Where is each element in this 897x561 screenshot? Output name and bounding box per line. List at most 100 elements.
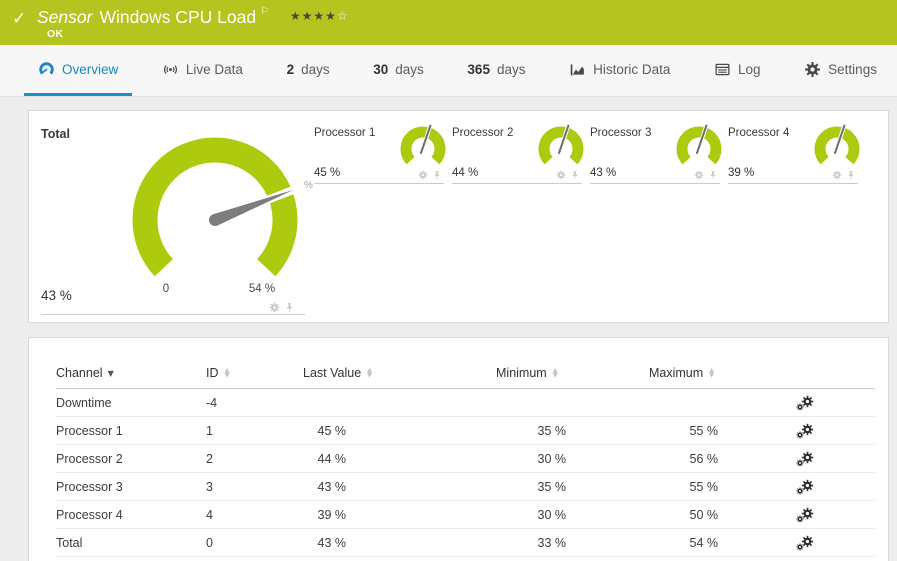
gauge-scale-max: 54 % xyxy=(248,283,276,295)
cell-id: 3 xyxy=(206,479,213,494)
sort-icon: ▲ ▼ xyxy=(709,366,715,379)
chart-icon xyxy=(569,61,586,78)
cell-last-value: 44 % xyxy=(317,451,347,466)
cell-last-value: 45 % xyxy=(317,423,347,438)
tab-settings[interactable]: Settings xyxy=(790,45,891,96)
status-ok-check-icon: ✓ xyxy=(12,9,27,29)
cell-maximum: 50 % xyxy=(689,507,719,522)
gauge-value: 44 % xyxy=(452,167,479,179)
log-icon xyxy=(714,61,731,78)
priority-stars[interactable]: ★★★★☆ xyxy=(290,9,349,23)
cell-channel: Total xyxy=(56,535,83,550)
gauge-actions xyxy=(832,170,856,180)
tab-number: 30 xyxy=(373,61,389,77)
col-header-maximum[interactable]: Maximum ▲ ▼ xyxy=(649,366,715,380)
gauge-chart xyxy=(400,124,446,165)
status-badge: OK xyxy=(47,28,64,40)
channel-settings-icon[interactable] xyxy=(791,507,875,523)
gauge-unit-label: % xyxy=(304,180,313,191)
tab-overview[interactable]: Overview xyxy=(24,45,133,96)
cell-maximum: 54 % xyxy=(689,535,719,550)
channel-settings-icon[interactable] xyxy=(791,451,875,467)
tab-365-days[interactable]: 365 days xyxy=(453,45,539,96)
gear-icon[interactable] xyxy=(556,170,566,180)
gauge-cell-processor-3: Processor 3 43 % xyxy=(590,121,722,184)
pin-icon[interactable] xyxy=(432,170,442,180)
sort-desc-icon: ▼ xyxy=(107,368,114,378)
tab-2-days[interactable]: 2 days xyxy=(273,45,344,96)
cell-id: 1 xyxy=(206,423,213,438)
gauge-chart xyxy=(814,124,860,165)
star-empty: ☆ xyxy=(336,9,349,23)
tab-label: Historic Data xyxy=(593,61,671,77)
flag-icon[interactable]: ⚐ xyxy=(260,6,270,17)
col-header-minimum[interactable]: Minimum ▲ ▼ xyxy=(496,366,558,380)
gauge-value: 39 % xyxy=(728,167,755,179)
gauge-actions xyxy=(418,170,442,180)
cell-minimum: 33 % xyxy=(537,535,567,550)
cell-minimum: 30 % xyxy=(537,507,567,522)
gauge-value-total: 43 % xyxy=(41,288,72,303)
gauge-value: 45 % xyxy=(314,167,341,179)
gear-icon xyxy=(804,61,821,78)
tab-label: Live Data xyxy=(185,61,243,77)
tab-historic-data[interactable]: Historic Data xyxy=(555,45,684,96)
gear-icon[interactable] xyxy=(832,170,842,180)
gauge-title: Processor 4 xyxy=(728,127,790,139)
tab-label: days xyxy=(395,61,424,77)
gauge-chart xyxy=(538,124,584,165)
channels-table: Channel ▼ ID ▲ ▼ Last Value ▲ ▼ Minimum ▲ ▼… xyxy=(56,358,875,557)
col-header-channel[interactable]: Channel ▼ xyxy=(56,366,114,380)
tab-label: days xyxy=(301,61,330,77)
gauge-title: Processor 1 xyxy=(314,127,376,139)
pin-icon[interactable] xyxy=(284,302,295,313)
gauge-actions xyxy=(694,170,718,180)
channel-settings-icon[interactable] xyxy=(791,535,875,551)
pin-icon[interactable] xyxy=(708,170,718,180)
pin-icon[interactable] xyxy=(846,170,856,180)
gauge-cell-processor-2: Processor 2 44 % xyxy=(452,121,584,184)
tab-30-days[interactable]: 30 days xyxy=(359,45,438,96)
cell-minimum: 30 % xyxy=(537,451,567,466)
cell-maximum: 55 % xyxy=(689,423,719,438)
gauge-chart xyxy=(676,124,722,165)
table-row-total[interactable]: Total 0 43 % 33 % 54 % xyxy=(56,529,875,557)
tab-live-data[interactable]: Live Data xyxy=(148,45,257,96)
table-row-downtime[interactable]: Downtime -4 xyxy=(56,389,875,417)
gear-icon[interactable] xyxy=(694,170,704,180)
channel-settings-icon[interactable] xyxy=(791,395,875,411)
channel-settings-icon[interactable] xyxy=(791,423,875,439)
table-header-row: Channel ▼ ID ▲ ▼ Last Value ▲ ▼ Minimum ▲ ▼… xyxy=(56,358,875,389)
cell-minimum: 35 % xyxy=(537,479,567,494)
sort-icon: ▲ ▼ xyxy=(224,366,230,379)
gauge-title-total: Total xyxy=(41,127,70,141)
gear-icon[interactable] xyxy=(418,170,428,180)
col-header-id[interactable]: ID ▲ ▼ xyxy=(206,366,230,380)
cell-last-value: 43 % xyxy=(317,479,347,494)
gauge-title: Processor 3 xyxy=(590,127,652,139)
cell-maximum: 56 % xyxy=(689,451,719,466)
tab-label: Log xyxy=(738,61,761,77)
tab-log[interactable]: Log xyxy=(700,45,775,96)
tab-label: Overview xyxy=(62,61,119,77)
table-row-processor-1[interactable]: Processor 1 1 45 % 35 % 55 % xyxy=(56,417,875,445)
table-row-processor-2[interactable]: Processor 2 2 44 % 30 % 56 % xyxy=(56,445,875,473)
cell-id: 0 xyxy=(206,535,213,550)
gear-icon[interactable] xyxy=(269,302,280,313)
total-cell-divider xyxy=(41,314,305,315)
gauge-icon xyxy=(38,61,55,78)
tab-label: days xyxy=(496,61,526,77)
tab-number: 365 xyxy=(467,61,490,77)
object-kind-label: Sensor xyxy=(37,7,93,27)
gauge-scale-min: 0 xyxy=(162,283,170,295)
cell-channel: Processor 2 xyxy=(56,451,123,466)
pin-icon[interactable] xyxy=(570,170,580,180)
col-header-last-value[interactable]: Last Value ▲ ▼ xyxy=(303,366,373,380)
total-gauge-chart: % xyxy=(132,137,313,277)
channel-settings-icon[interactable] xyxy=(791,479,875,495)
stars-filled: ★★★★ xyxy=(289,9,337,23)
table-row-processor-3[interactable]: Processor 3 3 43 % 35 % 55 % xyxy=(56,473,875,501)
sensor-status-bar: ✓ Sensor Windows CPU Load ⚐ ★★★★☆ OK xyxy=(0,0,897,45)
table-row-processor-4[interactable]: Processor 4 4 39 % 30 % 50 % xyxy=(56,501,875,529)
